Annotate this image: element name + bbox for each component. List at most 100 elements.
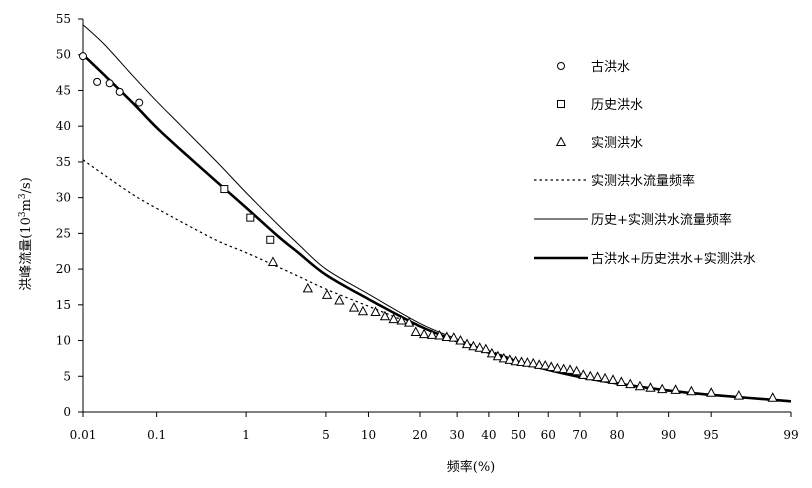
triangle-point <box>455 334 466 345</box>
triangle-point <box>474 342 485 352</box>
triangle-point <box>540 359 551 370</box>
triangle-point <box>370 306 381 316</box>
triangle-point <box>634 380 646 391</box>
x-tick-label: 80 <box>609 428 624 442</box>
triangle-point <box>426 329 438 339</box>
x-tick-label: 20 <box>412 428 427 442</box>
y-tick-label: 5 <box>63 369 71 383</box>
legend-label: 实测洪水 <box>591 136 643 151</box>
y-axis-label-end: /s) <box>19 177 34 193</box>
triangle-point <box>686 385 697 396</box>
y-tick-label: 45 <box>56 83 71 97</box>
circle-point <box>93 77 102 86</box>
x-tick-label: 30 <box>449 428 464 442</box>
triangle-point <box>522 357 533 367</box>
x-tick-label: 10 <box>361 428 376 442</box>
legend-label: 古洪水+历史洪水+实测洪水 <box>591 252 756 267</box>
triangle-point <box>528 357 539 368</box>
x-tick-label: 90 <box>661 428 676 442</box>
y-axis-label: 洪峰流量(103m3/s) <box>18 177 34 291</box>
triangle-point <box>733 390 744 400</box>
axes <box>82 19 791 413</box>
y-tick-label: 10 <box>56 334 71 348</box>
triangle-point <box>348 302 360 312</box>
y-axis-label-sup2: 3 <box>18 193 28 199</box>
triangle-point <box>585 370 596 381</box>
circle-point <box>79 52 87 61</box>
y-axis-label-sup1: 3 <box>18 211 28 217</box>
y-tick-label: 25 <box>56 226 71 240</box>
triangle-point <box>599 372 611 383</box>
legend-marker-triangle <box>555 136 567 146</box>
x-tick-label: 40 <box>481 428 496 442</box>
y-tick-label: 40 <box>56 119 71 133</box>
triangle-point <box>441 331 452 341</box>
triangle-point <box>592 371 603 381</box>
triangle-point <box>504 354 515 364</box>
triangle-point <box>571 365 582 376</box>
triangle-point <box>396 314 407 325</box>
y-tick-label: 30 <box>56 191 71 205</box>
triangle-point <box>434 329 445 340</box>
x-tick-label: 70 <box>572 428 587 442</box>
triangle-point <box>706 387 717 397</box>
triangle-point <box>498 352 509 363</box>
y-axis-label-main: 洪峰流量(10 <box>19 217 34 291</box>
triangle-point <box>516 356 527 366</box>
triangle-point <box>267 256 279 266</box>
circle-point <box>115 87 124 96</box>
square-point <box>220 185 229 194</box>
x-tick-label: 60 <box>541 428 556 442</box>
x-tick-label: 0.01 <box>70 428 97 442</box>
legend-label: 历史洪水 <box>591 98 643 113</box>
triangle-point <box>486 347 498 358</box>
triangle-point <box>558 363 569 374</box>
triangle-point <box>510 355 521 366</box>
triangle-point <box>480 343 491 354</box>
triangle-point <box>578 369 589 379</box>
triangle-point <box>388 313 399 324</box>
x-tick-label: 5 <box>322 428 330 442</box>
triangle-point <box>302 282 313 293</box>
triangle-point <box>767 392 778 402</box>
triangle-point <box>468 340 479 351</box>
triangle-point <box>492 350 504 361</box>
y-tick-label: 20 <box>56 262 71 276</box>
y-tick-label: 55 <box>56 12 71 26</box>
x-tick-label: 95 <box>704 428 719 442</box>
x-tick-label: 1 <box>242 428 250 442</box>
triangle-point <box>625 378 636 389</box>
x-tick-label: 99 <box>783 428 798 442</box>
triangle-point <box>410 326 421 336</box>
x-tick-label: 0.1 <box>147 428 166 442</box>
y-tick-label: 15 <box>56 298 71 312</box>
triangle-point <box>564 364 576 374</box>
legend-marker-square <box>557 100 565 108</box>
y-axis-label-mid: m <box>19 199 34 211</box>
triangle-point <box>552 362 563 373</box>
triangle-point <box>334 294 345 305</box>
circle-point <box>105 79 114 88</box>
triangle-point <box>534 359 545 369</box>
triangle-point <box>616 376 627 386</box>
square-point <box>246 213 255 222</box>
triangle-point <box>321 289 333 299</box>
legend-marker-circle <box>557 62 565 70</box>
x-tick-label: 50 <box>511 428 526 442</box>
triangle-point <box>403 317 415 327</box>
legend-label: 历史+实测洪水流量频率 <box>591 212 732 228</box>
triangle-point <box>670 384 681 394</box>
square-point <box>266 235 275 244</box>
legend: 古洪水历史洪水实测洪水实测洪水流量频率历史+实测洪水流量频率古洪水+历史洪水+实… <box>534 60 756 267</box>
x-axis-label: 频率(%) <box>447 459 496 475</box>
triangle-point <box>645 382 656 392</box>
y-tick-label: 0 <box>63 405 71 419</box>
legend-label: 实测洪水流量频率 <box>591 173 695 189</box>
triangle-point <box>357 305 369 316</box>
y-tick-label: 50 <box>56 48 71 62</box>
triangle-point <box>379 310 391 321</box>
y-tick-label: 35 <box>56 155 71 169</box>
triangle-point <box>418 328 430 339</box>
